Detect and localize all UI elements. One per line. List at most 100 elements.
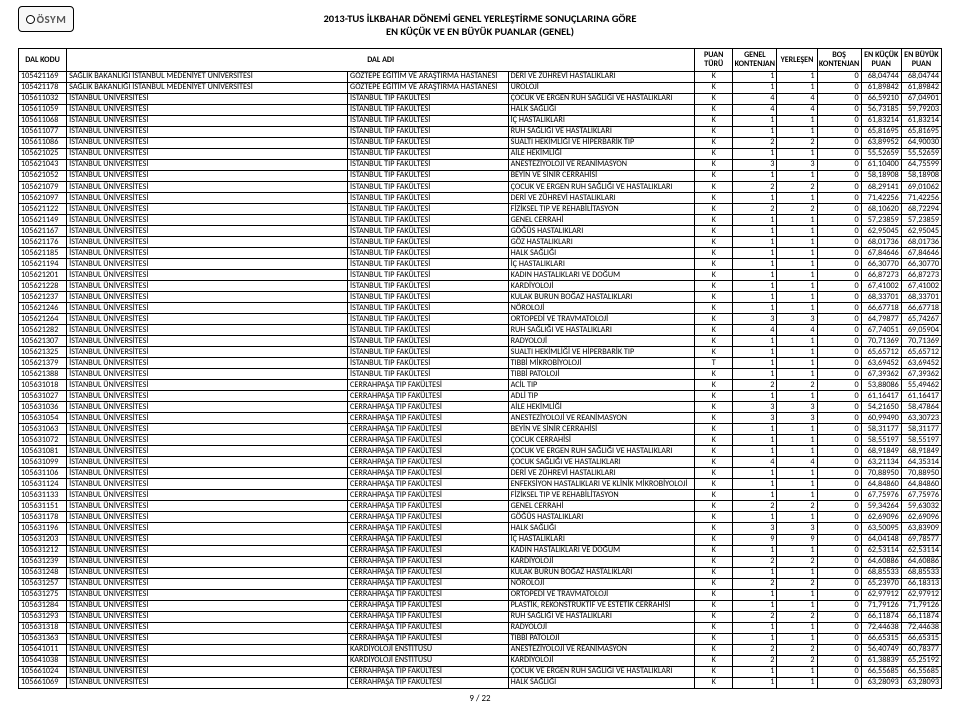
cell: İSTANBUL ÜNİVERSİTESİ (67, 534, 348, 545)
logo-dot-icon (26, 15, 35, 24)
cell: 1 (777, 567, 817, 578)
cell: 0 (817, 126, 861, 137)
table-row: 105631063İSTANBUL ÜNİVERSİTESİCERRAHPAŞA… (19, 424, 942, 435)
table-row: 105631027İSTANBUL ÜNİVERSİTESİCERRAHPAŞA… (19, 391, 942, 402)
cell: K (695, 600, 733, 611)
cell: İSTANBUL ÜNİVERSİTESİ (67, 490, 348, 501)
cell: İSTANBUL ÜNİVERSİTESİ (67, 259, 348, 270)
cell: 67,04901 (901, 93, 941, 104)
title-line-2: EN KÜÇÜK VE EN BÜYÜK PUANLAR (GENEL) (18, 25, 942, 38)
cell: K (695, 457, 733, 468)
cell: ÜROLOJİ (508, 82, 695, 93)
cell: K (695, 325, 733, 336)
cell: 1 (777, 369, 817, 380)
cell: 105621201 (19, 270, 67, 281)
cell: İSTANBUL ÜNİVERSİTESİ (67, 237, 348, 248)
cell: 1 (733, 424, 777, 435)
table-row: 105621176İSTANBUL ÜNİVERSİTESİİSTANBUL T… (19, 237, 942, 248)
cell: İSTANBUL TIP FAKÜLTESİ (348, 126, 509, 137)
cell: 105611077 (19, 126, 67, 137)
cell: CERRAHPAŞA TIP FAKÜLTESİ (348, 424, 509, 435)
cell: 64,75599 (901, 159, 941, 170)
cell: CERRAHPAŞA TIP FAKÜLTESİ (348, 391, 509, 402)
cell: 68,33701 (901, 292, 941, 303)
cell: K (695, 556, 733, 567)
cell: 72,44638 (861, 622, 901, 633)
table-row: 105631178İSTANBUL ÜNİVERSİTESİCERRAHPAŞA… (19, 512, 942, 523)
table-row: 105631018İSTANBUL ÜNİVERSİTESİCERRAHPAŞA… (19, 380, 942, 391)
cell: 0 (817, 137, 861, 148)
cell: TIBBİ PATOLOJİ (508, 633, 695, 644)
cell: 1 (733, 369, 777, 380)
cell: K (695, 468, 733, 479)
table-row: 105621149İSTANBUL ÜNİVERSİTESİİSTANBUL T… (19, 215, 942, 226)
cell: 62,53114 (901, 545, 941, 556)
cell: İSTANBUL ÜNİVERSİTESİ (67, 600, 348, 611)
cell: K (695, 303, 733, 314)
cell: K (695, 215, 733, 226)
cell: ANESTEZİYOLOJİ VE REANİMASYON (508, 159, 695, 170)
cell: 0 (817, 490, 861, 501)
cell: 105621282 (19, 325, 67, 336)
cell: 56,40749 (861, 644, 901, 655)
cell: İSTANBUL TIP FAKÜLTESİ (348, 369, 509, 380)
cell: 9 (777, 534, 817, 545)
cell: 0 (817, 193, 861, 204)
table-row: 105631036İSTANBUL ÜNİVERSİTESİCERRAHPAŞA… (19, 402, 942, 413)
table-row: 105621379İSTANBUL ÜNİVERSİTESİİSTANBUL T… (19, 358, 942, 369)
cell: 1 (733, 303, 777, 314)
cell: 69,05904 (901, 325, 941, 336)
cell: İSTANBUL TIP FAKÜLTESİ (348, 292, 509, 303)
cell: İSTANBUL ÜNİVERSİTESİ (67, 137, 348, 148)
cell: 59,79203 (901, 104, 941, 115)
cell: 0 (817, 148, 861, 159)
cell: 0 (817, 358, 861, 369)
cell: K (695, 435, 733, 446)
cell: 105621025 (19, 148, 67, 159)
cell: 60,99490 (861, 413, 901, 424)
cell: 59,63032 (901, 501, 941, 512)
cell: K (695, 446, 733, 457)
cell: 1 (777, 633, 817, 644)
cell: 105631106 (19, 468, 67, 479)
cell: 1 (733, 633, 777, 644)
cell: 1 (733, 347, 777, 358)
cell: İSTANBUL TIP FAKÜLTESİ (348, 104, 509, 115)
cell: KARDİYOLOJİ ENSTİTÜSÜ (348, 644, 509, 655)
cell: 1 (733, 193, 777, 204)
cell: İSTANBUL ÜNİVERSİTESİ (67, 622, 348, 633)
cell: 2 (733, 611, 777, 622)
cell: 67,39362 (861, 369, 901, 380)
cell: K (695, 666, 733, 677)
cell: 1 (733, 270, 777, 281)
cell: 105661069 (19, 677, 67, 688)
placement-table: DAL KODU DAL ADI PUAN TÜRÜ GENEL KONTENJ… (18, 48, 942, 688)
cell: 105621228 (19, 281, 67, 292)
cell: K (695, 248, 733, 259)
cell: 68,04744 (901, 71, 941, 82)
cell: 1 (777, 193, 817, 204)
cell: 65,74267 (901, 314, 941, 325)
cell: K (695, 347, 733, 358)
cell: 0 (817, 281, 861, 292)
cell: ÇOCUK SAĞLIĞI VE HASTALIKLARI (508, 457, 695, 468)
cell: 105621325 (19, 347, 67, 358)
cell: DERİ VE ZÜHREVİ HASTALIKLARI (508, 468, 695, 479)
cell: 0 (817, 204, 861, 215)
cell: 62,95045 (861, 226, 901, 237)
cell: 66,65315 (861, 633, 901, 644)
cell: 105631239 (19, 556, 67, 567)
cell: 61,89842 (861, 82, 901, 93)
cell: GÖĞÜS HASTALIKLARI (508, 512, 695, 523)
cell: 0 (817, 413, 861, 424)
cell: 2 (733, 182, 777, 193)
cell: İSTANBUL TIP FAKÜLTESİ (348, 159, 509, 170)
col-genel-kontenjan: GENEL KONTENJAN (733, 49, 777, 72)
table-row: 105631151İSTANBUL ÜNİVERSİTESİCERRAHPAŞA… (19, 501, 942, 512)
cell: 55,52659 (861, 148, 901, 159)
cell: AİLE HEKİMLİĞİ (508, 148, 695, 159)
cell: 66,30770 (901, 259, 941, 270)
cell: 1 (777, 226, 817, 237)
cell: 1 (733, 292, 777, 303)
cell: K (695, 82, 733, 93)
